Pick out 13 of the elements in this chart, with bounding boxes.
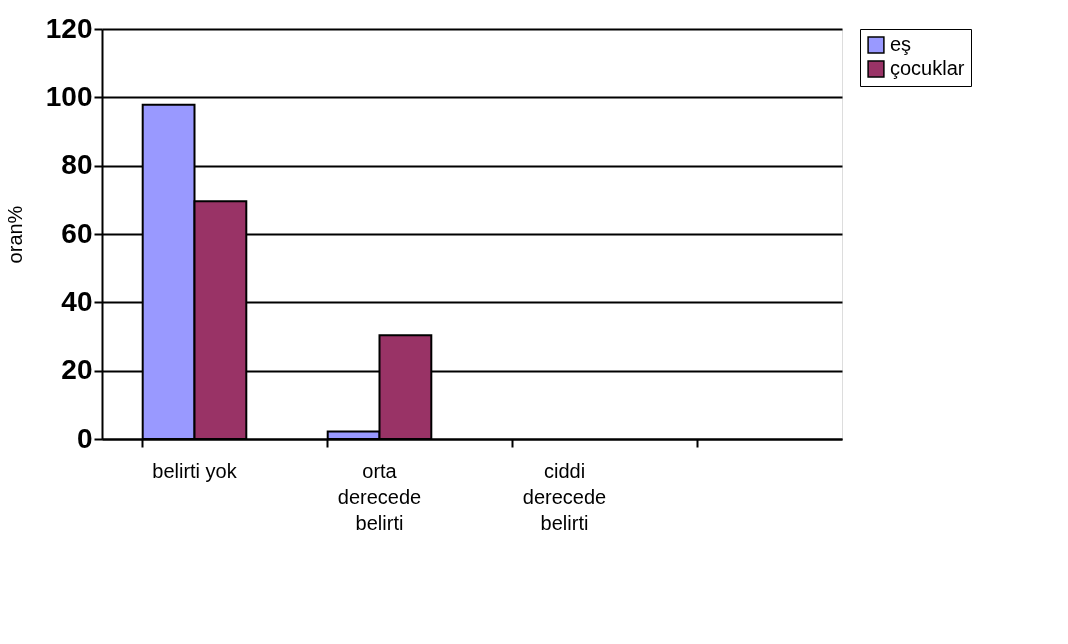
- y-tick-label: 40: [61, 285, 93, 317]
- y-axis-title: oran%: [3, 205, 26, 264]
- legend-label: çocuklar: [890, 57, 965, 79]
- x-tick-label: belirti yok: [152, 459, 238, 482]
- x-tick-label: ciddi derecede belirti: [522, 459, 607, 534]
- legend-label: eş: [890, 33, 912, 55]
- y-tick-label: 80: [61, 149, 93, 181]
- y-tick-label: 0: [76, 422, 93, 454]
- y-tick-label: 20: [61, 354, 93, 386]
- y-tick-label: 120: [45, 12, 93, 44]
- y-tick-label: 60: [61, 217, 93, 249]
- y-tick-label: 100: [45, 80, 93, 112]
- x-tick-label: orta derecede belirti: [337, 459, 422, 534]
